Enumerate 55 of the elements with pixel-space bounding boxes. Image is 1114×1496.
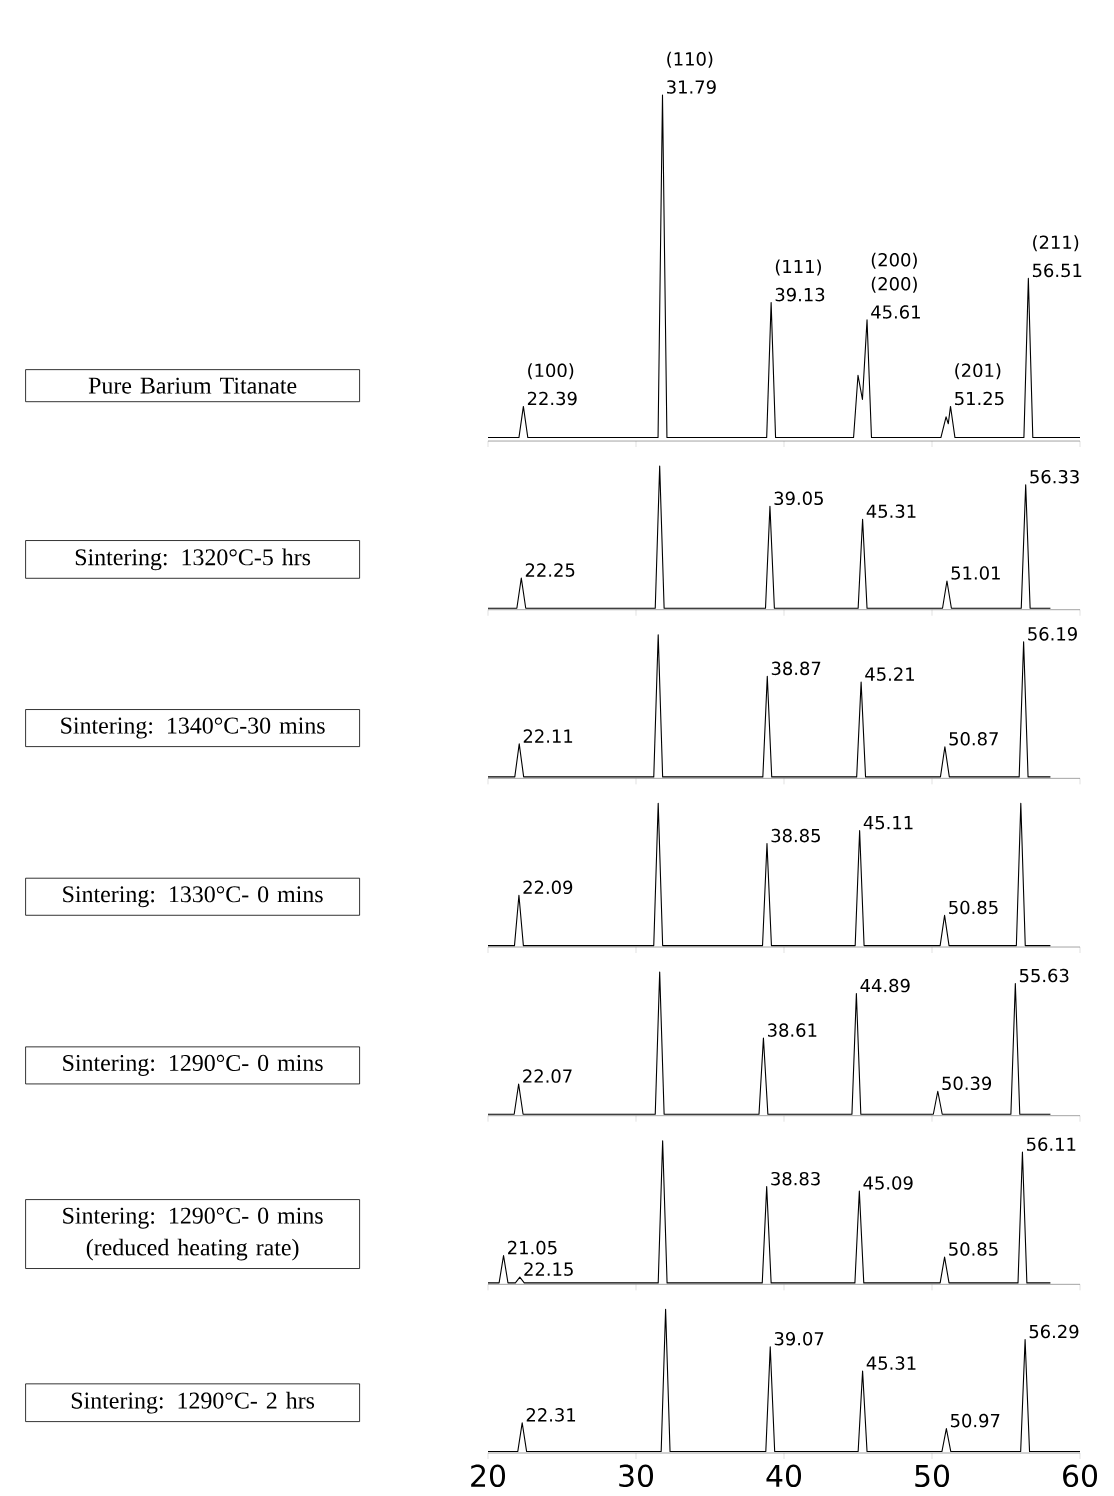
x-tick-label: 50	[915, 1464, 950, 1488]
annotation: 22.39	[527, 391, 577, 406]
annotation: 45.31	[866, 504, 916, 518]
annotation: (100)	[528, 363, 574, 380]
annotation: 22.25	[525, 563, 575, 577]
annotation: 39.05	[774, 491, 823, 506]
annotation: 38.61	[767, 1023, 817, 1037]
annotation: 39.07	[774, 1331, 824, 1346]
annotation: 56.11	[1027, 1137, 1076, 1151]
annotation: 45.21	[865, 667, 914, 681]
y-axis-title: Sintering: 1340°C-30 mins	[61, 717, 325, 739]
annotation: 22.11	[523, 729, 573, 743]
annotation: (201)	[955, 363, 1001, 380]
y-axis-title: Sintering: 1330°C- 0 mins	[63, 886, 323, 908]
annotation: 31.79	[667, 80, 716, 94]
annotation: 50.85	[949, 900, 998, 915]
annotation: 22.15	[524, 1262, 573, 1276]
annotation: 50.87	[949, 731, 998, 746]
annotation: 50.85	[949, 1242, 998, 1256]
y-axis-title: Sintering: 1320°C-5 hrs	[75, 548, 311, 571]
annotation: 56.51	[1032, 263, 1082, 278]
annotation: 55.63	[1019, 968, 1069, 983]
annotation: 50.97	[950, 1413, 1000, 1428]
y-axis-title: Sintering: 1290°C- 2 hrs	[71, 1391, 315, 1414]
annotation: 51.25	[955, 391, 1004, 406]
annotation: 38.87	[771, 661, 821, 676]
annotation: 45.61	[871, 305, 920, 319]
x-tick-label: 40	[766, 1464, 802, 1488]
annotation: 56.33	[1030, 469, 1079, 484]
annotation: 22.07	[523, 1069, 572, 1083]
annotation: 51.01	[951, 566, 1000, 580]
y-axis-title: Sintering: 1290°C- 0 mins	[63, 1054, 323, 1076]
annotation: (111)	[775, 259, 821, 276]
x-tick-label: 30	[619, 1464, 654, 1488]
y-axis-title: Pure Barium Titanate	[88, 377, 297, 394]
annotation: 39.13	[775, 287, 825, 302]
text: (110)	[667, 51, 713, 68]
y-axis-title: Sintering: 1290°C- 0 mins (reduced heating rate)	[63, 1207, 323, 1261]
annotation: 21.05	[508, 1240, 557, 1255]
annotation: (200)	[871, 252, 917, 269]
annotation: 50.39	[942, 1076, 992, 1091]
annotation: 45.11	[863, 816, 913, 830]
annotation: 56.19	[1028, 627, 1077, 641]
annotation: 22.31	[526, 1408, 576, 1422]
annotation: 44.89	[860, 978, 910, 993]
annotation: 38.85	[771, 828, 820, 843]
annotation: (211)	[1033, 235, 1079, 252]
annotation: 45.09	[863, 1176, 913, 1190]
annotation: 22.09	[523, 880, 573, 895]
annotation: 56.29	[1029, 1324, 1079, 1339]
x-tick-label: 20	[471, 1464, 506, 1488]
x-tick-label: 60	[1063, 1464, 1098, 1488]
annotation: 45.31	[866, 1356, 916, 1370]
annotation: 38.83	[771, 1171, 820, 1186]
annotation: (200)	[871, 276, 917, 293]
